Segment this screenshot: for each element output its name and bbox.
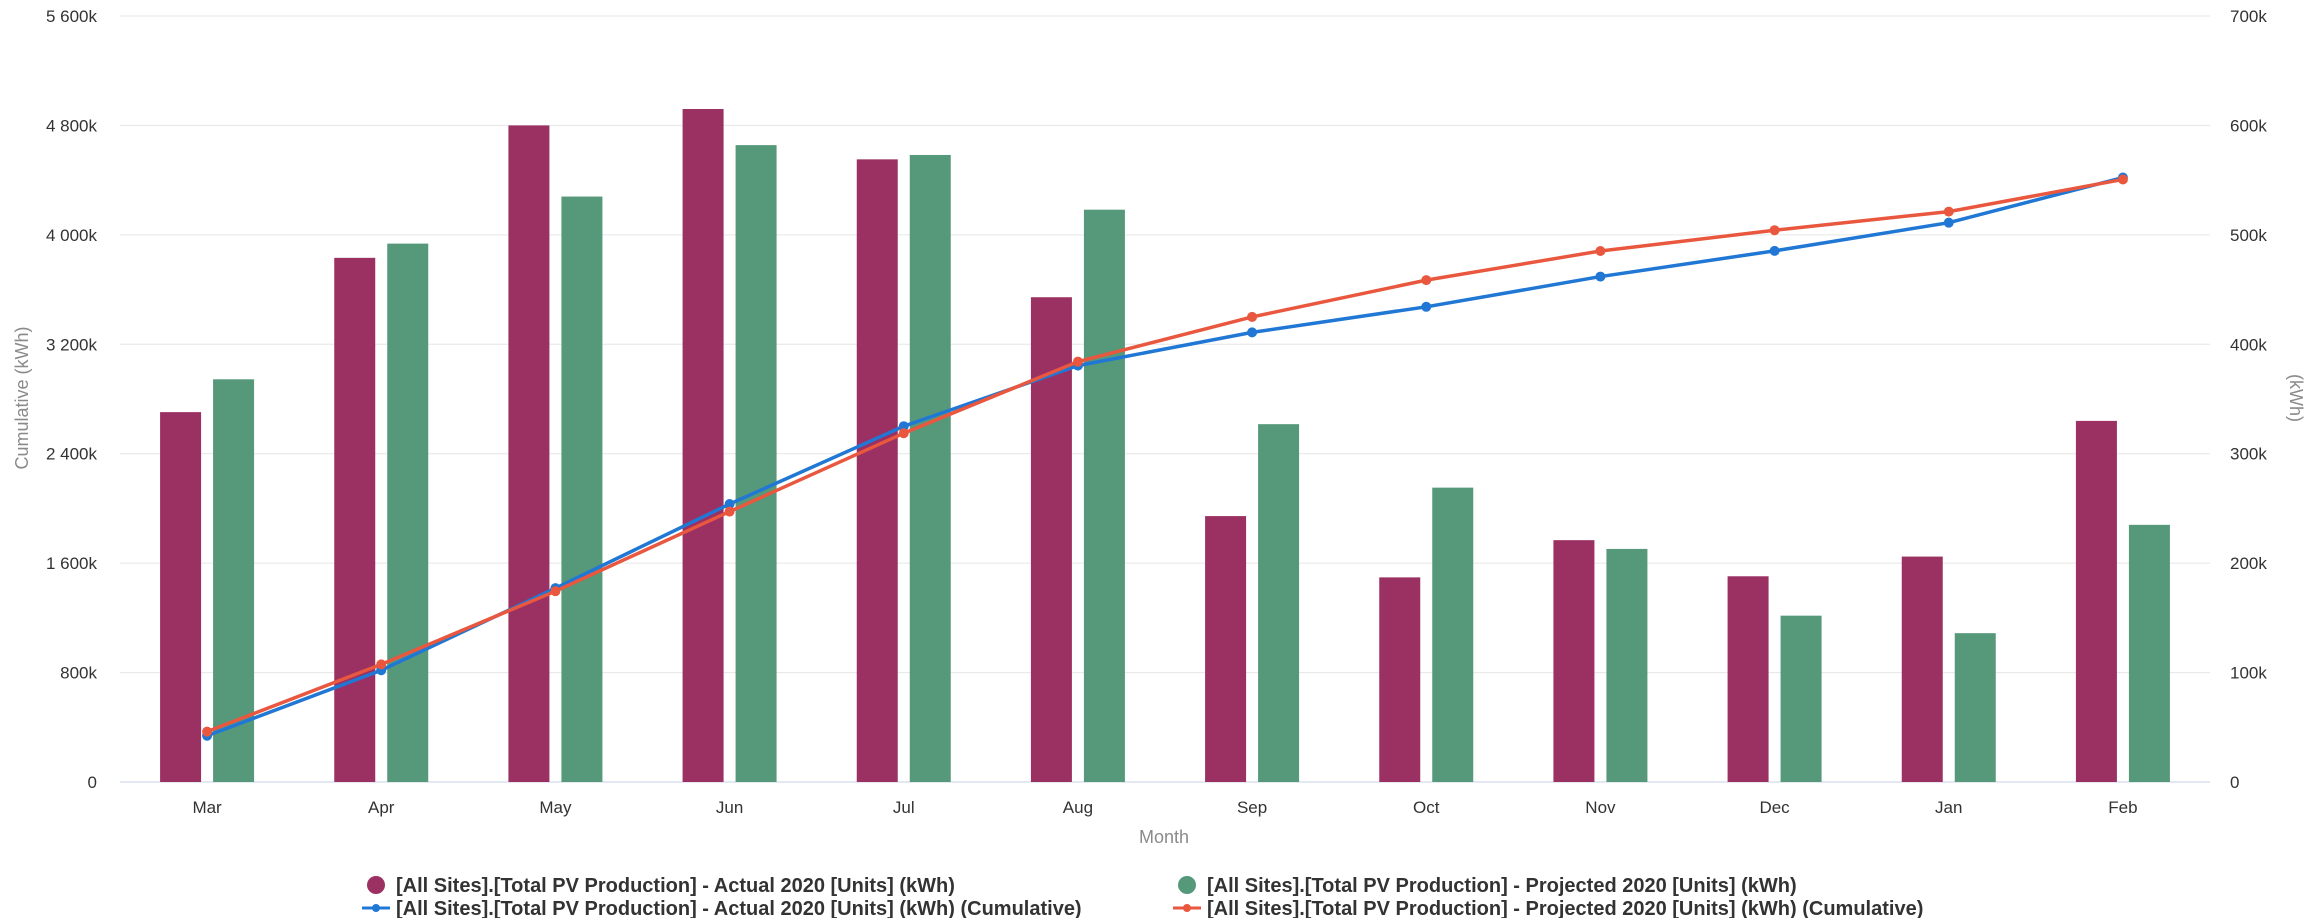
line-point <box>376 659 387 670</box>
x-tick-label: Feb <box>2108 798 2137 817</box>
bar <box>1258 424 1300 782</box>
bar <box>1606 548 1648 782</box>
line-point <box>1072 356 1083 367</box>
bar <box>160 412 202 782</box>
line-point <box>1421 301 1432 312</box>
right-tick-label: 400k <box>2230 335 2267 354</box>
bar <box>856 159 898 782</box>
legend-label-projected: [All Sites].[Total PV Production] - Proj… <box>1207 875 1797 897</box>
bar <box>1727 576 1769 782</box>
legend-item-projected-cumulative[interactable]: [All Sites].[Total PV Production] - Proj… <box>1173 898 1923 918</box>
left-tick-label: 5 600k <box>46 7 98 26</box>
line-point <box>1595 271 1606 282</box>
left-tick-label: 3 200k <box>46 335 98 354</box>
legend-label-projected-cumulative: [All Sites].[Total PV Production] - Proj… <box>1207 898 1923 918</box>
legend-label-actual-cumulative: [All Sites].[Total PV Production] - Actu… <box>396 898 1082 918</box>
line-point <box>2117 174 2128 185</box>
line-point <box>898 421 909 432</box>
bar-series <box>160 109 2170 783</box>
x-tick-label: Jul <box>893 798 915 817</box>
x-tick-label: Oct <box>1413 798 1440 817</box>
x-tick-label: Dec <box>1759 798 1790 817</box>
line-point <box>1943 217 1954 228</box>
left-tick-label: 4 800k <box>46 116 98 135</box>
x-tick-label: Mar <box>192 798 222 817</box>
left-tick-label: 0 <box>88 773 97 792</box>
bar <box>1083 209 1125 782</box>
legend: [All Sites].[Total PV Production] - Actu… <box>362 875 1923 918</box>
line-point <box>202 726 213 737</box>
legend-item-actual[interactable]: [All Sites].[Total PV Production] - Actu… <box>367 875 955 897</box>
legend-item-projected[interactable]: [All Sites].[Total PV Production] - Proj… <box>1178 875 1797 897</box>
right-tick-label: 100k <box>2230 664 2267 683</box>
bar <box>1379 577 1421 782</box>
left-tick-label: 800k <box>60 664 97 683</box>
line-point <box>1769 225 1780 236</box>
bar <box>1553 540 1595 782</box>
line-point <box>1421 275 1432 286</box>
bar <box>1432 487 1474 782</box>
bar <box>1954 633 1996 782</box>
legend-item-actual-cumulative[interactable]: [All Sites].[Total PV Production] - Actu… <box>362 898 1082 918</box>
bar <box>735 145 777 782</box>
x-tick-label: Jan <box>1935 798 1962 817</box>
x-axis-ticks: Mar Apr May Jun Jul Aug Sep Oct Nov Dec Jan Feb <box>192 798 2137 817</box>
bar <box>387 243 429 782</box>
line-point <box>1595 245 1606 256</box>
left-tick-label: 4 000k <box>46 226 98 245</box>
line-point <box>1247 311 1258 322</box>
right-tick-label: 500k <box>2230 226 2267 245</box>
line-point <box>898 428 909 439</box>
bar <box>2075 420 2117 782</box>
legend-dot-actual-cumulative <box>372 904 380 912</box>
legend-label-actual: [All Sites].[Total PV Production] - Actu… <box>396 875 955 897</box>
bar <box>561 196 603 783</box>
x-tick-label: Sep <box>1237 798 1267 817</box>
x-axis-title: Month <box>1139 827 1189 847</box>
line-point <box>1247 327 1258 338</box>
bar <box>508 125 550 782</box>
left-tick-label: 2 400k <box>46 445 98 464</box>
legend-marker-actual <box>367 876 385 894</box>
bar <box>1780 615 1822 782</box>
right-tick-label: 700k <box>2230 7 2267 26</box>
left-tick-label: 1 600k <box>46 554 98 573</box>
bar <box>682 109 724 782</box>
line-point <box>724 506 735 517</box>
right-axis-ticks: 0 100k 200k 300k 400k 500k 600k 700k <box>2230 7 2267 792</box>
line-series <box>202 172 2128 741</box>
right-tick-label: 300k <box>2230 445 2267 464</box>
bar <box>2128 524 2170 782</box>
x-tick-label: Nov <box>1585 798 1616 817</box>
line-point <box>1769 245 1780 256</box>
left-axis-ticks: 0 800k 1 600k 2 400k 3 200k 4 000k 4 800k 5 600… <box>46 7 98 792</box>
right-axis-title: (kWh) <box>2286 374 2306 422</box>
line-point <box>1943 206 1954 217</box>
x-tick-label: Aug <box>1063 798 1093 817</box>
legend-marker-projected <box>1178 876 1196 894</box>
legend-dot-projected-cumulative <box>1183 904 1191 912</box>
bar <box>1901 556 1943 782</box>
x-tick-label: Apr <box>368 798 395 817</box>
line-point <box>724 499 735 510</box>
line-point <box>550 586 561 597</box>
bar <box>334 257 376 782</box>
right-tick-label: 200k <box>2230 554 2267 573</box>
series-line <box>206 175 2124 738</box>
grid-lines <box>120 15 2210 783</box>
bar <box>909 154 951 782</box>
right-tick-label: 600k <box>2230 116 2267 135</box>
right-tick-label: 0 <box>2230 773 2239 792</box>
x-tick-label: May <box>539 798 572 817</box>
bar <box>1205 516 1247 782</box>
left-axis-title: Cumulative (kWh) <box>12 326 32 469</box>
x-tick-label: Jun <box>716 798 743 817</box>
series-line <box>206 177 2124 734</box>
